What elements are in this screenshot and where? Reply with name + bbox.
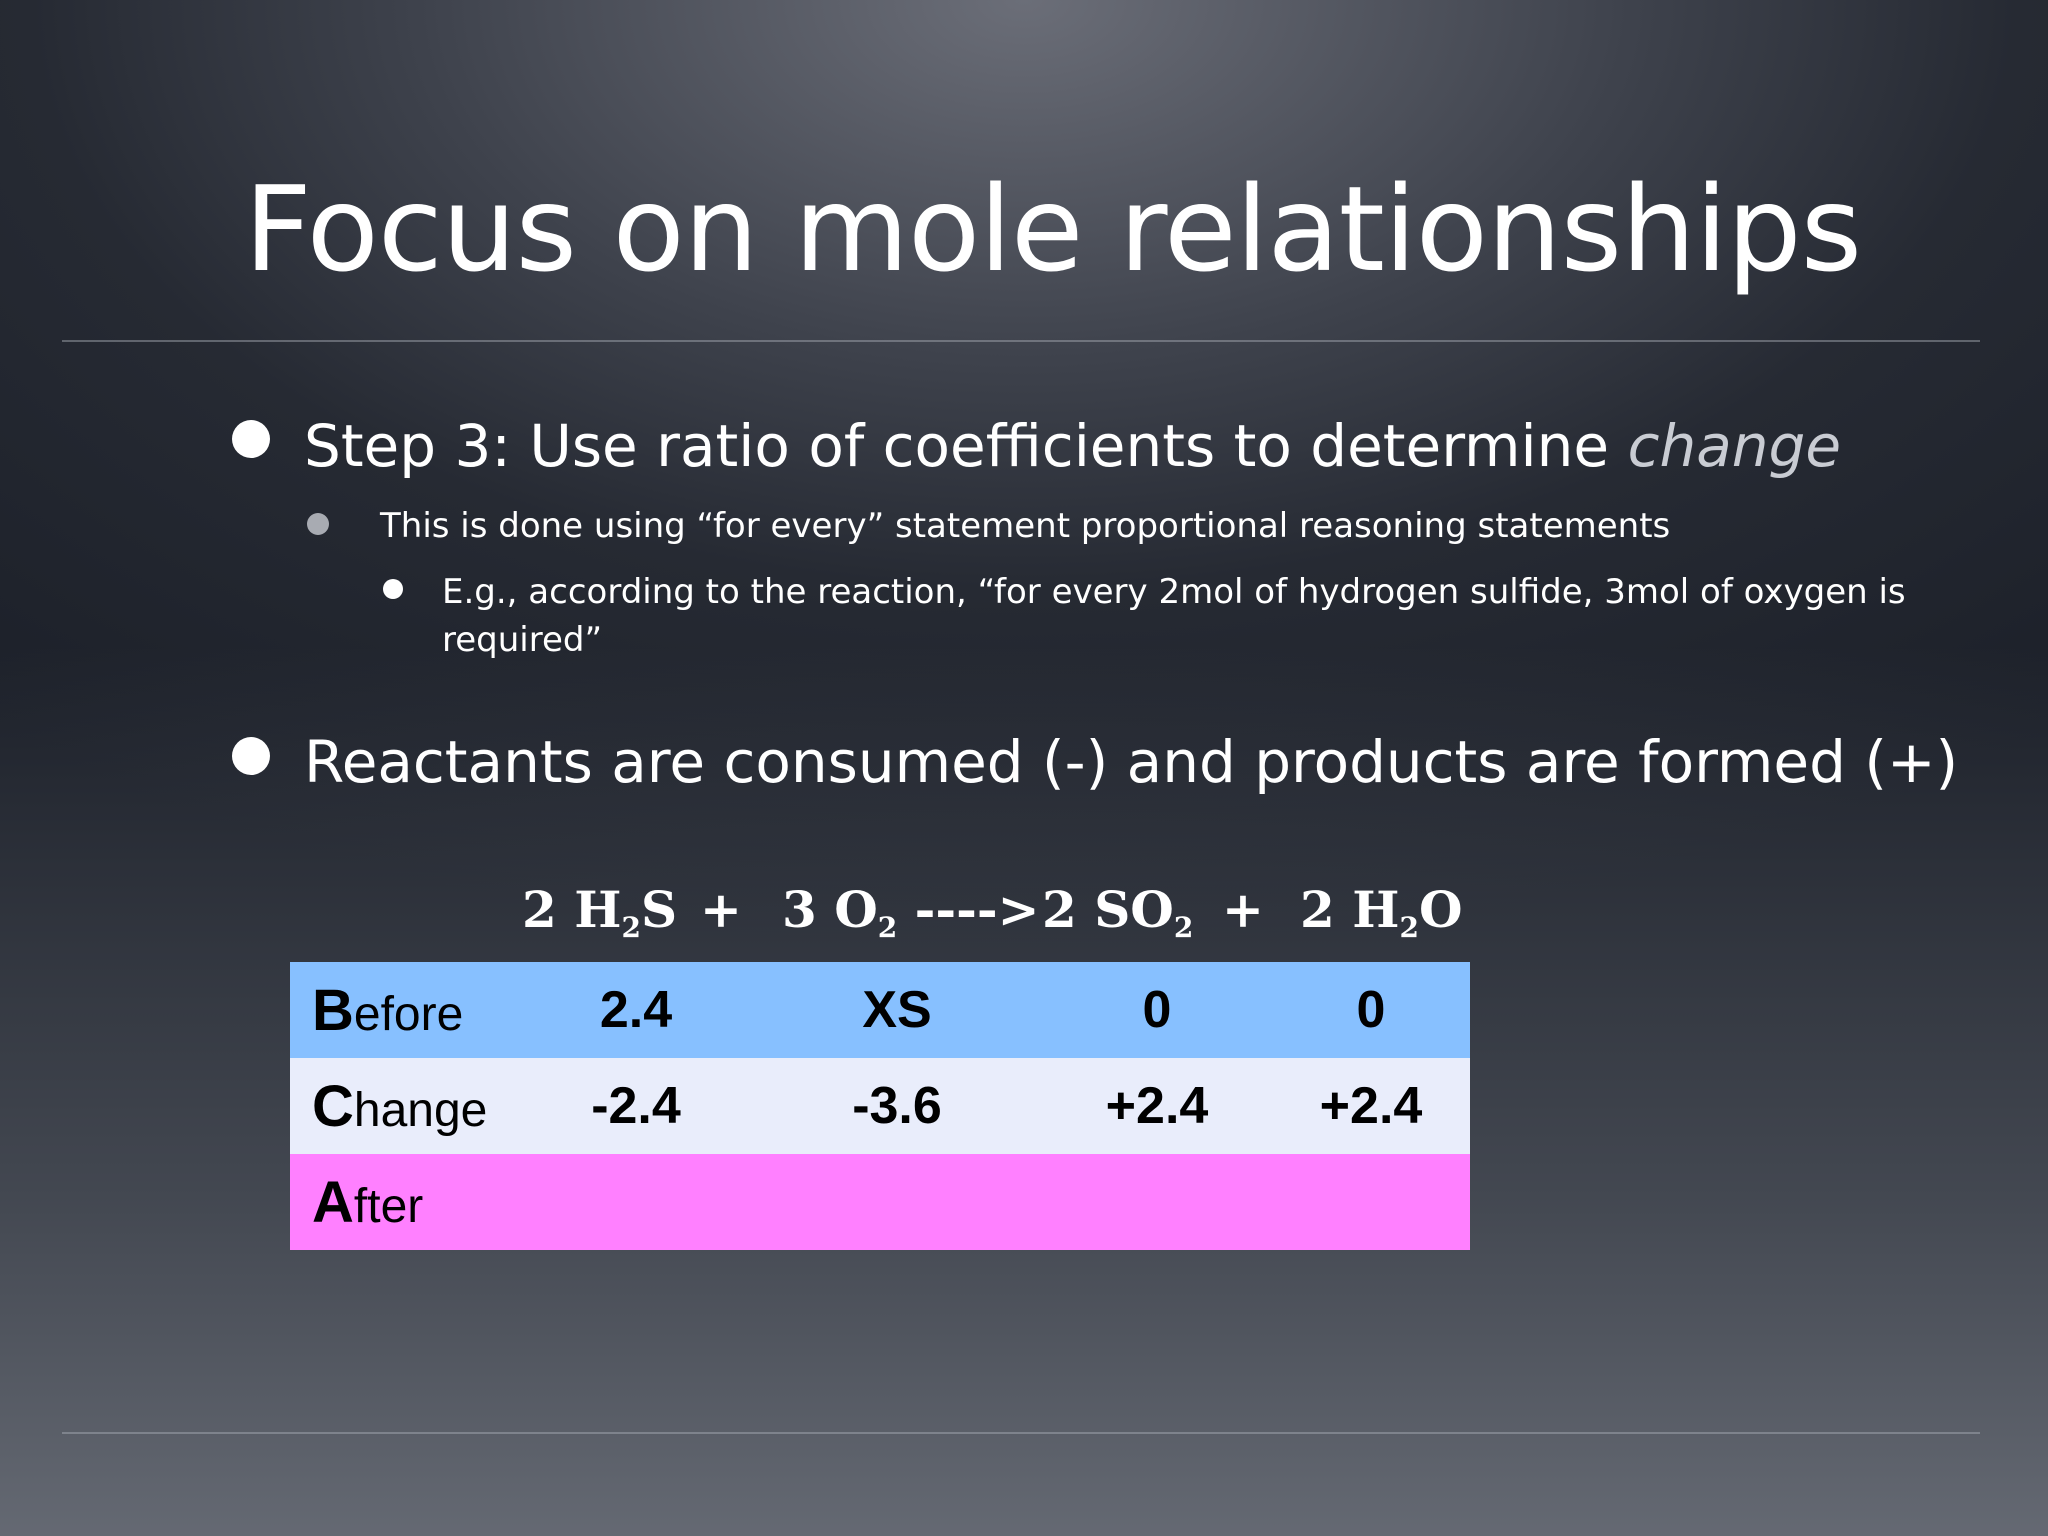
- table-cell: 0: [1272, 962, 1470, 1058]
- table-row-before: Before 2.4 XS 0 0: [290, 962, 1470, 1058]
- plus-sign-1: +: [700, 880, 742, 939]
- bullet-step3-emphasis: change: [1627, 412, 1842, 480]
- table-cell: [1272, 1154, 1470, 1250]
- footer-divider: [62, 1432, 1980, 1434]
- bullet-reactants: Reactants are consumed (-) and products …: [304, 728, 1959, 796]
- bullet-step3: Step 3: Use ratio of coefficients to det…: [304, 412, 1841, 480]
- plus-sign-2: +: [1222, 880, 1264, 939]
- bullet-dot-icon: [232, 737, 270, 775]
- table-cell: +2.4: [1042, 1058, 1272, 1154]
- sub-bullet-dot-icon: [307, 513, 329, 535]
- bullet-dot-icon: [232, 420, 270, 458]
- row-label-before: Before: [290, 962, 520, 1058]
- table-cell: [520, 1154, 752, 1250]
- subsub-bullet-example: E.g., according to the reaction, “for ev…: [442, 568, 1972, 664]
- table-cell: +2.4: [1272, 1058, 1470, 1154]
- table-cell: XS: [752, 962, 1042, 1058]
- table-row-after: After: [290, 1154, 1470, 1250]
- table-cell: [752, 1154, 1042, 1250]
- table-cell: 0: [1042, 962, 1272, 1058]
- reactant-h2s: 2 H2S: [522, 880, 678, 944]
- product-h2o: 2 H2O: [1300, 880, 1463, 944]
- bullet-step3-text: Step 3: Use ratio of coefficients to det…: [304, 412, 1628, 480]
- row-label-change: Change: [290, 1058, 520, 1154]
- slide-title: Focus on mole relationships: [244, 160, 1862, 298]
- table-cell: [1042, 1154, 1272, 1250]
- example-line-1: E.g., according to the reaction, “for ev…: [442, 572, 1906, 612]
- reactant-o2: 3 O2 ---->: [782, 880, 1040, 944]
- ice-table: Before 2.4 XS 0 0 Change -2.4 -3.6 +2.4 …: [290, 962, 1470, 1250]
- table-cell: 2.4: [520, 962, 752, 1058]
- table-cell: -2.4: [520, 1058, 752, 1154]
- product-so2: 2 SO2: [1042, 880, 1194, 944]
- example-line-2: required”: [442, 620, 603, 660]
- subsub-bullet-dot-icon: [383, 579, 403, 599]
- table-cell: -3.6: [752, 1058, 1042, 1154]
- table-row-change: Change -2.4 -3.6 +2.4 +2.4: [290, 1058, 1470, 1154]
- title-divider: [62, 340, 1980, 342]
- sub-bullet-for-every: This is done using “for every” statement…: [380, 506, 1671, 546]
- row-label-after: After: [290, 1154, 520, 1250]
